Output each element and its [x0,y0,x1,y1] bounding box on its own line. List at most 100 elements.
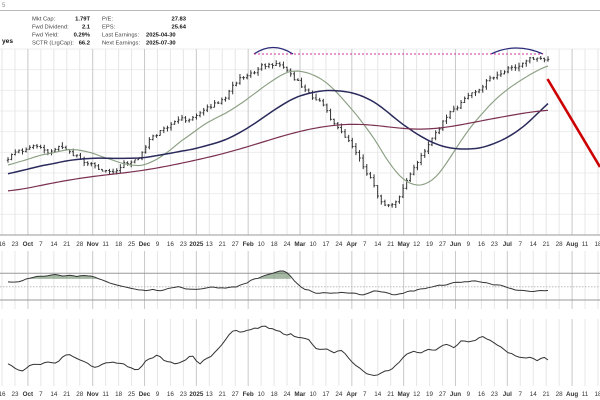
svg-text:27: 27 [439,241,447,248]
svg-text:May: May [398,391,411,398]
svg-text:2025-04-30: 2025-04-30 [146,33,176,39]
svg-text:18: 18 [115,391,123,398]
svg-text:9: 9 [156,241,160,248]
svg-text:1.79T: 1.79T [75,17,90,23]
svg-text:17: 17 [322,241,330,248]
svg-text:2025: 2025 [189,391,204,398]
svg-text:9: 9 [467,391,471,398]
svg-text:16: 16 [0,241,6,248]
svg-text:12: 12 [413,391,421,398]
svg-text:Mar: Mar [294,391,306,398]
svg-text:Nov: Nov [87,241,99,248]
svg-text:11: 11 [582,391,589,398]
svg-text:25: 25 [128,241,136,248]
svg-text:Jun: Jun [450,241,461,248]
svg-text:Fwd Yield:: Fwd Yield: [32,33,59,39]
svg-text:2025: 2025 [189,241,204,248]
svg-text:10: 10 [258,241,266,248]
svg-text:9: 9 [156,391,160,398]
svg-text:7: 7 [519,391,523,398]
svg-text:Aug: Aug [566,391,578,398]
svg-text:9: 9 [467,241,471,248]
svg-text:23: 23 [180,391,188,398]
svg-text:23: 23 [491,241,499,248]
svg-text:23: 23 [491,391,499,398]
svg-text:May: May [398,241,411,248]
svg-text:18: 18 [271,391,279,398]
svg-text:7: 7 [363,391,367,398]
svg-text:Oct: Oct [23,241,34,248]
svg-text:14: 14 [374,391,382,398]
svg-text:Apr: Apr [346,391,357,398]
svg-text:28: 28 [76,241,84,248]
svg-text:24: 24 [335,241,343,248]
svg-text:Last Earnings:: Last Earnings: [102,33,139,39]
svg-text:18: 18 [115,241,123,248]
svg-text:Feb: Feb [243,391,254,398]
svg-text:23: 23 [180,241,188,248]
svg-text:11: 11 [102,241,109,248]
svg-text:EPS:: EPS: [102,25,116,31]
svg-text:17: 17 [322,391,330,398]
svg-text:14: 14 [530,241,538,248]
svg-text:10: 10 [258,391,266,398]
svg-text:0.29%: 0.29% [74,33,90,39]
svg-text:16: 16 [167,241,175,248]
svg-text:28: 28 [556,241,564,248]
svg-text:16: 16 [478,391,486,398]
svg-text:Mkt Cap:: Mkt Cap: [32,17,56,23]
svg-text:25: 25 [128,391,136,398]
svg-text:2025-07-30: 2025-07-30 [146,41,176,47]
svg-text:27: 27 [232,241,240,248]
svg-text:18: 18 [594,241,600,248]
svg-text:11: 11 [102,391,109,398]
svg-text:Nov: Nov [87,391,99,398]
svg-text:Jul: Jul [503,391,512,398]
svg-text:Feb: Feb [243,241,254,248]
svg-text:Dec: Dec [139,241,151,248]
svg-text:24: 24 [284,241,292,248]
svg-text:18: 18 [271,241,279,248]
svg-text:Oct: Oct [23,391,34,398]
svg-text:14: 14 [50,241,58,248]
svg-text:16: 16 [478,241,486,248]
svg-text:28: 28 [556,391,564,398]
svg-text:66.2: 66.2 [79,41,90,47]
svg-text:19: 19 [426,391,434,398]
svg-text:7: 7 [519,241,523,248]
svg-text:14: 14 [530,391,538,398]
svg-text:14: 14 [374,241,382,248]
svg-text:10: 10 [309,241,317,248]
svg-text:Jul: Jul [503,241,512,248]
svg-text:Aug: Aug [566,241,578,248]
svg-text:24: 24 [284,391,292,398]
svg-text:11: 11 [582,241,589,248]
svg-text:Dec: Dec [139,391,151,398]
svg-text:16: 16 [167,391,175,398]
svg-text:18: 18 [594,391,600,398]
svg-text:21: 21 [543,241,551,248]
svg-text:7: 7 [39,241,43,248]
svg-text:yes: yes [2,38,13,45]
svg-text:21: 21 [63,391,71,398]
svg-text:24: 24 [335,391,343,398]
svg-text:2.1: 2.1 [82,25,91,31]
svg-text:7: 7 [363,241,367,248]
svg-text:16: 16 [0,391,6,398]
svg-text:23: 23 [11,241,19,248]
svg-text:10: 10 [309,391,317,398]
svg-text:Jun: Jun [450,391,461,398]
svg-text:21: 21 [219,391,227,398]
svg-text:14: 14 [50,391,58,398]
svg-text:23: 23 [11,391,19,398]
svg-text:19: 19 [426,241,434,248]
svg-text:13: 13 [206,391,214,398]
svg-text:21: 21 [543,391,551,398]
svg-text:13: 13 [206,241,214,248]
svg-text:21: 21 [387,391,395,398]
svg-text:Apr: Apr [346,241,357,248]
svg-text:Fwd Dividend:: Fwd Dividend: [32,25,69,31]
svg-text:7: 7 [39,391,43,398]
svg-text:12: 12 [413,241,421,248]
svg-text:27: 27 [232,391,240,398]
